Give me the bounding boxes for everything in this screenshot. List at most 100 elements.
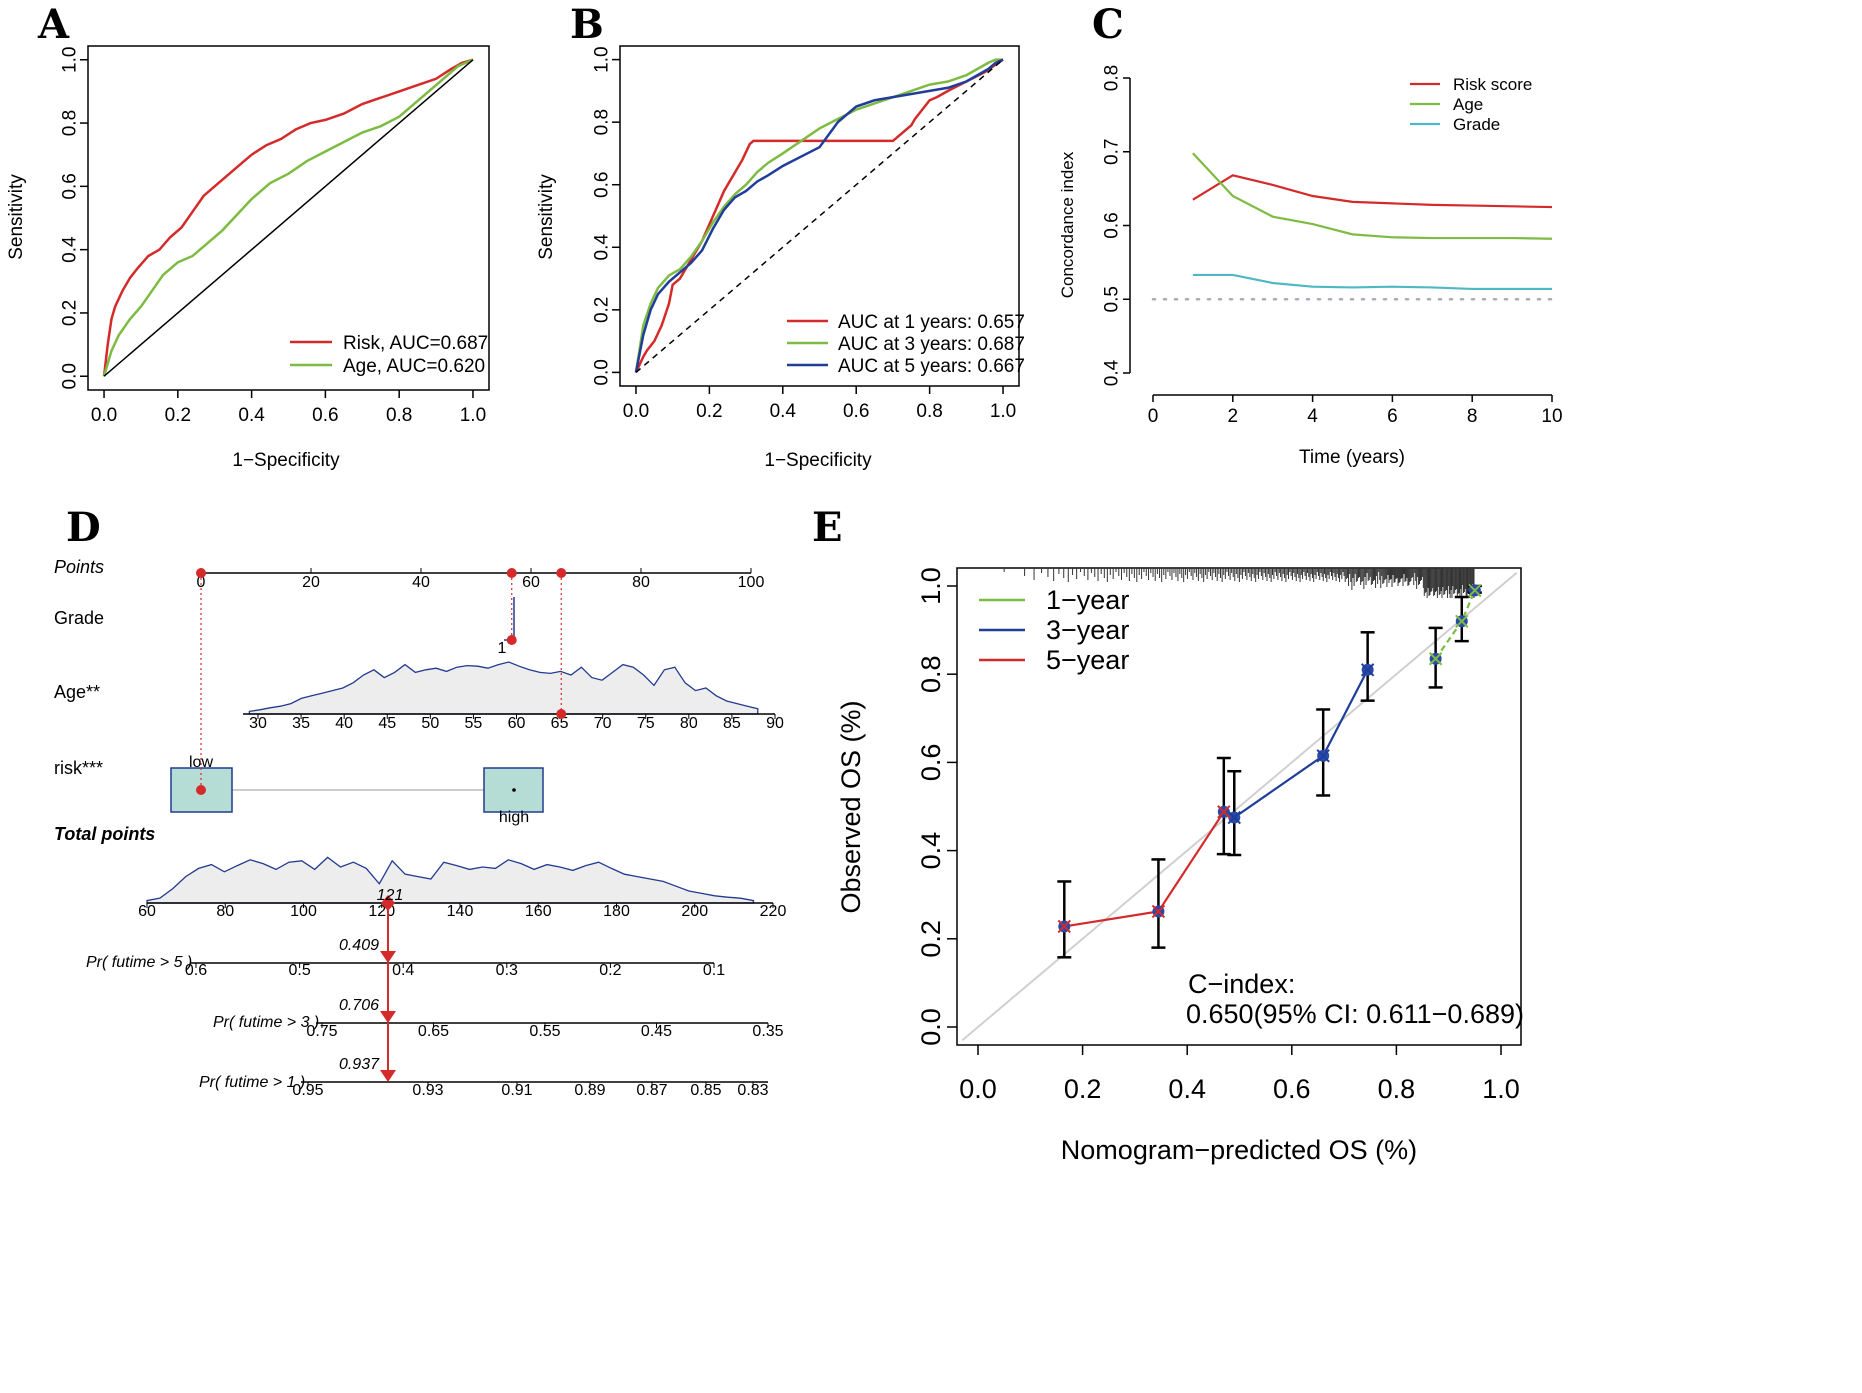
nomogram-label-pr1: Pr( futime > 1 ) (199, 1074, 305, 1091)
nomogram-age-tick-label: 50 (421, 715, 439, 732)
nomogram-pr1-tick-label: 0.93 (412, 1082, 443, 1099)
nomogram-age-tick-label: 40 (335, 715, 353, 732)
nomogram-points-tick-label: 60 (522, 574, 540, 591)
nomogram-selected-point (556, 568, 567, 578)
nomogram-label-points: Points (54, 557, 104, 577)
panel-e-5-year-point-cross (1057, 919, 1072, 934)
panel-c-y-tick-label: 0.6 (1102, 212, 1123, 238)
panel-e-x-axis-label: Nomogram−predicted OS (%) (1061, 1135, 1417, 1165)
nomogram-selected-point (196, 785, 206, 795)
panel-a-y-tick-label: 0.6 (60, 173, 81, 199)
panel-a-plot-frame (87, 45, 490, 391)
nomogram-selected-point (506, 568, 517, 578)
panel-c-y-tick-label: 0.4 (1102, 359, 1123, 386)
panel-e-3-year-line (1233, 669, 1369, 819)
nomogram-pr1-tick-label: 0.85 (690, 1082, 721, 1099)
panel-e-x-tick-label: 1.0 (1482, 1074, 1520, 1104)
nomogram-risk-label-high: high (499, 809, 529, 826)
nomogram-pr5-tick-label: 0.2 (599, 962, 621, 979)
nomogram-risk-center-dot (512, 788, 516, 792)
panel-c-legend-label: Age (1453, 95, 1483, 114)
panel-e-1-year-point-cross (1468, 583, 1482, 598)
nomogram-selected-point (556, 709, 567, 719)
nomogram-pr3-value: 0.706 (339, 997, 379, 1014)
nomogram-total-tick-label: 180 (603, 903, 630, 920)
panel-e-3-year-point-cross (1316, 749, 1330, 763)
panel-c-line-risk-score (1192, 174, 1553, 209)
panel-e-y-tick-label: 0.8 (916, 655, 946, 693)
nomogram-pr5-tick-label: 0.3 (496, 962, 518, 979)
panel-b-x-tick-label: 0.8 (916, 401, 942, 422)
panel-a-x-tick-label: 0.2 (165, 405, 191, 426)
panel-b-y-tick-label: 0.0 (592, 359, 613, 385)
panel-c-legend-label: Risk score (1453, 75, 1532, 94)
panel-c-x-tick-label: 8 (1467, 406, 1478, 427)
nomogram-risk-label-low: low (189, 754, 213, 771)
nomogram-label-risk: risk*** (54, 758, 103, 778)
nomogram-selected-point (506, 635, 517, 645)
panel-e-x-tick-label: 0.4 (1168, 1074, 1206, 1104)
panel-e-y-tick-label: 0.0 (916, 1008, 946, 1046)
nomogram-points-tick-label: 40 (412, 574, 430, 591)
panel-b-x-axis-label: 1−Specificity (764, 450, 872, 471)
panel-b-legend-label: AUC at 1 years: 0.657 (838, 312, 1025, 333)
nomogram-age-tick-label: 65 (551, 715, 569, 732)
panel-e-legend-label: 3−year (1046, 615, 1129, 645)
nomogram-pr5-marker (380, 951, 396, 963)
panel-a-x-axis-label: 1−Specificity (232, 450, 340, 471)
nomogram-age-tick-label: 75 (637, 715, 655, 732)
panel-b-legend-label: AUC at 5 years: 0.667 (838, 356, 1025, 377)
panel-a-y-tick-label: 0.2 (60, 300, 81, 326)
panel-a-roc-line-reference (103, 59, 474, 377)
nomogram-grade-tick-label: 1 (498, 640, 507, 657)
panel-e-y-axis-label: Observed OS (%) (836, 700, 866, 913)
panel-a-y-tick-label: 1.0 (60, 47, 81, 73)
panel-b-roc-line-reference (635, 59, 1004, 373)
nomogram-pr3-tick-label: 0.45 (641, 1023, 672, 1040)
panel-a-legend-label: Age, AUC=0.620 (343, 356, 485, 377)
nomogram-age-tick-label: 70 (594, 715, 612, 732)
panel-a-x-tick-label: 0.4 (238, 405, 265, 426)
nomogram-points-tick-label: 100 (738, 574, 765, 591)
panel-c-x-tick-label: 0 (1148, 406, 1159, 427)
nomogram-pr1-tick-label: 0.91 (501, 1082, 532, 1099)
nomogram-total-tick-label: 60 (138, 903, 156, 920)
panel-c-legend-label: Grade (1453, 115, 1500, 134)
nomogram-label-age: Age** (54, 682, 100, 702)
nomogram-selected-point (196, 568, 206, 578)
nomogram-age-density (248, 661, 759, 715)
panel-e-cindex-label: C−index: (1188, 969, 1295, 999)
panel-a-y-tick-label: 0.8 (60, 110, 81, 136)
panel-c-x-tick-label: 2 (1228, 406, 1239, 427)
panel-e-ideal-line (961, 572, 1518, 1041)
panel-e-y-tick-label: 1.0 (916, 567, 946, 605)
panel-b-y-tick-label: 0.6 (592, 172, 613, 198)
panel-e-x-tick-label: 0.8 (1378, 1074, 1416, 1104)
nomogram-pr5-tick-label: 0.6 (185, 962, 207, 979)
panel-a-y-tick-label: 0.0 (60, 363, 81, 389)
panel-c-y-tick-label: 0.7 (1102, 139, 1123, 165)
nomogram-pr1-tick-label: 0.87 (636, 1082, 667, 1099)
nomogram-pr5-tick-label: 0.1 (703, 962, 725, 979)
nomogram-age-tick-label: 30 (249, 715, 267, 732)
panel-e-3-year-point-cross (1227, 810, 1241, 825)
panel-e-x-tick-label: 0.6 (1273, 1074, 1311, 1104)
nomogram-age-tick-label: 90 (766, 715, 784, 732)
panel-b-roc-line-5-years (634, 58, 1004, 373)
nomogram-total-tick-label: 220 (760, 903, 787, 920)
nomogram-label-grade: Grade (54, 608, 104, 628)
panel-e-cindex-value: 0.650(95% CI: 0.611−0.689) (1186, 999, 1524, 1029)
nomogram-age-tick-label: 35 (292, 715, 310, 732)
panel-a-y-tick-label: 0.4 (60, 236, 81, 263)
panel-a-x-tick-label: 0.0 (91, 405, 117, 426)
panel-e-y-tick-label: 0.2 (916, 920, 946, 958)
nomogram-pr3-marker (380, 1011, 396, 1023)
nomogram-age-tick-label: 80 (680, 715, 698, 732)
panel-b-legend-label: AUC at 3 years: 0.687 (838, 334, 1025, 355)
panel-b-y-tick-label: 1.0 (592, 46, 613, 72)
panel-b-roc-line-3-years (634, 58, 1004, 373)
nomogram-total-density (146, 856, 755, 904)
panel-b-plot-frame (619, 45, 1020, 387)
panel-c-x-tick-label: 4 (1307, 406, 1318, 427)
